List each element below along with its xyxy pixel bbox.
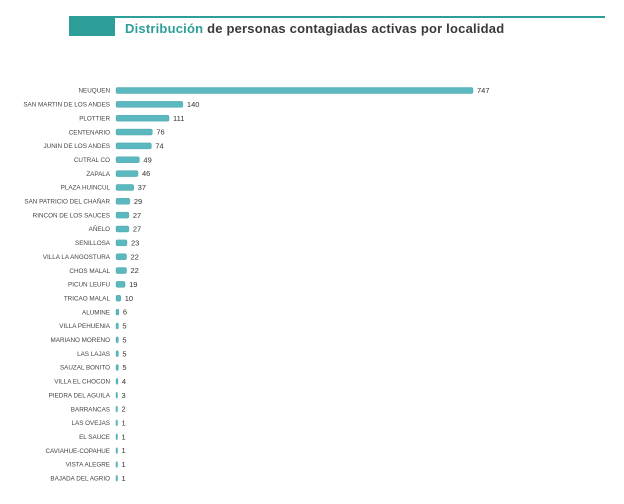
value-label: 6 [123, 308, 127, 317]
value-label: 22 [131, 266, 139, 275]
bar [115, 87, 474, 94]
bar [115, 461, 118, 468]
category-label: PLOTTIER [79, 115, 110, 122]
bar [115, 239, 128, 247]
bar [115, 184, 134, 191]
value-label: 2 [122, 405, 126, 414]
value-label: 1 [122, 446, 126, 455]
value-label: 5 [122, 363, 126, 372]
category-label: RINCON DE LOS SAUCES [33, 212, 110, 219]
bar [115, 225, 130, 233]
value-label: 22 [131, 252, 139, 261]
bar [115, 392, 118, 399]
value-label: 140 [187, 100, 200, 109]
category-label: PLAZA HUINCUL [61, 185, 111, 192]
category-label: BAJADA DEL AGRIO [50, 476, 110, 483]
bar [115, 267, 127, 274]
category-label: CENTENARIO [69, 129, 110, 136]
category-label: SENILLOSA [75, 240, 111, 247]
category-label: ZAPALA [86, 171, 110, 178]
value-label: 29 [134, 197, 142, 206]
value-label: 23 [131, 238, 139, 247]
value-label: 19 [129, 280, 137, 289]
category-label: LAS LAJAS [77, 351, 110, 358]
category-label: ALUMINE [82, 309, 110, 316]
bar [115, 142, 152, 150]
bar [115, 419, 118, 427]
category-label: NEUQUEN [79, 88, 111, 95]
category-label: SAN PATRICIO DEL CHAÑAR [24, 197, 110, 206]
category-label: JUNIN DE LOS ANDES [44, 143, 110, 150]
category-label: PIEDRA DEL AGUILA [49, 392, 111, 399]
category-label: MARIANO MORENO [51, 337, 111, 344]
bar [115, 378, 119, 385]
value-label: 111 [173, 114, 184, 123]
value-label: 46 [142, 169, 150, 178]
bar [115, 336, 119, 343]
bar [115, 156, 140, 163]
header-rule [115, 16, 605, 18]
title-rest: de personas contagiadas activas por loca… [207, 21, 505, 36]
bar [115, 101, 184, 108]
category-label: AÑELO [89, 224, 110, 233]
category-label: LAS OVEJAS [72, 420, 111, 427]
value-label: 5 [122, 335, 126, 344]
category-label: TRICAO MALAL [64, 295, 111, 302]
value-label: 5 [122, 349, 126, 358]
value-label: 5 [122, 322, 126, 331]
bar [115, 447, 118, 454]
value-label: 1 [122, 432, 126, 441]
category-label: VILLA PEHUENIA [59, 323, 111, 330]
value-label: 74 [155, 142, 163, 151]
value-label: 4 [122, 377, 126, 386]
bar [115, 253, 127, 260]
category-label: BARRANCAS [71, 406, 110, 413]
bar [115, 170, 139, 177]
category-label: CAVIAHUE-COPAHUE [46, 448, 111, 455]
value-label: 3 [122, 391, 126, 400]
value-label: 27 [133, 211, 141, 220]
bar [115, 295, 121, 302]
bar [115, 211, 130, 219]
value-label: 747 [477, 86, 490, 95]
category-label: SAUZAL BONITO [60, 365, 110, 372]
bar [115, 128, 153, 136]
bar [115, 198, 131, 205]
category-label: PICUN LEUFU [68, 282, 110, 289]
bar [115, 114, 170, 122]
value-label: 49 [143, 155, 151, 164]
header-accent-block [69, 16, 115, 36]
value-label: 1 [122, 460, 126, 469]
value-label: 1 [122, 474, 126, 483]
category-label: SAN MARTIN DE LOS ANDES [23, 102, 110, 109]
value-label: 1 [122, 419, 126, 428]
category-label: VILLA LA ANGOSTURA [43, 254, 111, 261]
value-label: 10 [125, 294, 133, 303]
bar [115, 281, 126, 288]
bar [115, 322, 119, 330]
bar [115, 405, 118, 413]
bar [115, 364, 119, 371]
bar [115, 433, 118, 440]
value-label: 76 [156, 128, 164, 137]
bar [115, 350, 119, 357]
category-label: EL SAUCE [79, 434, 110, 441]
category-label: VILLA EL CHOCON [54, 379, 110, 386]
category-label: VISTA ALEGRE [66, 462, 110, 469]
chart-title: Distribución de personas contagiadas act… [125, 21, 504, 36]
value-label: 27 [133, 225, 141, 234]
category-label: CHOS MALAL [69, 268, 110, 275]
bar [115, 475, 118, 482]
category-label: CUTRAL CO [74, 157, 110, 164]
title-accent: Distribución [125, 21, 204, 36]
value-label: 37 [138, 183, 146, 192]
bar [115, 308, 120, 316]
